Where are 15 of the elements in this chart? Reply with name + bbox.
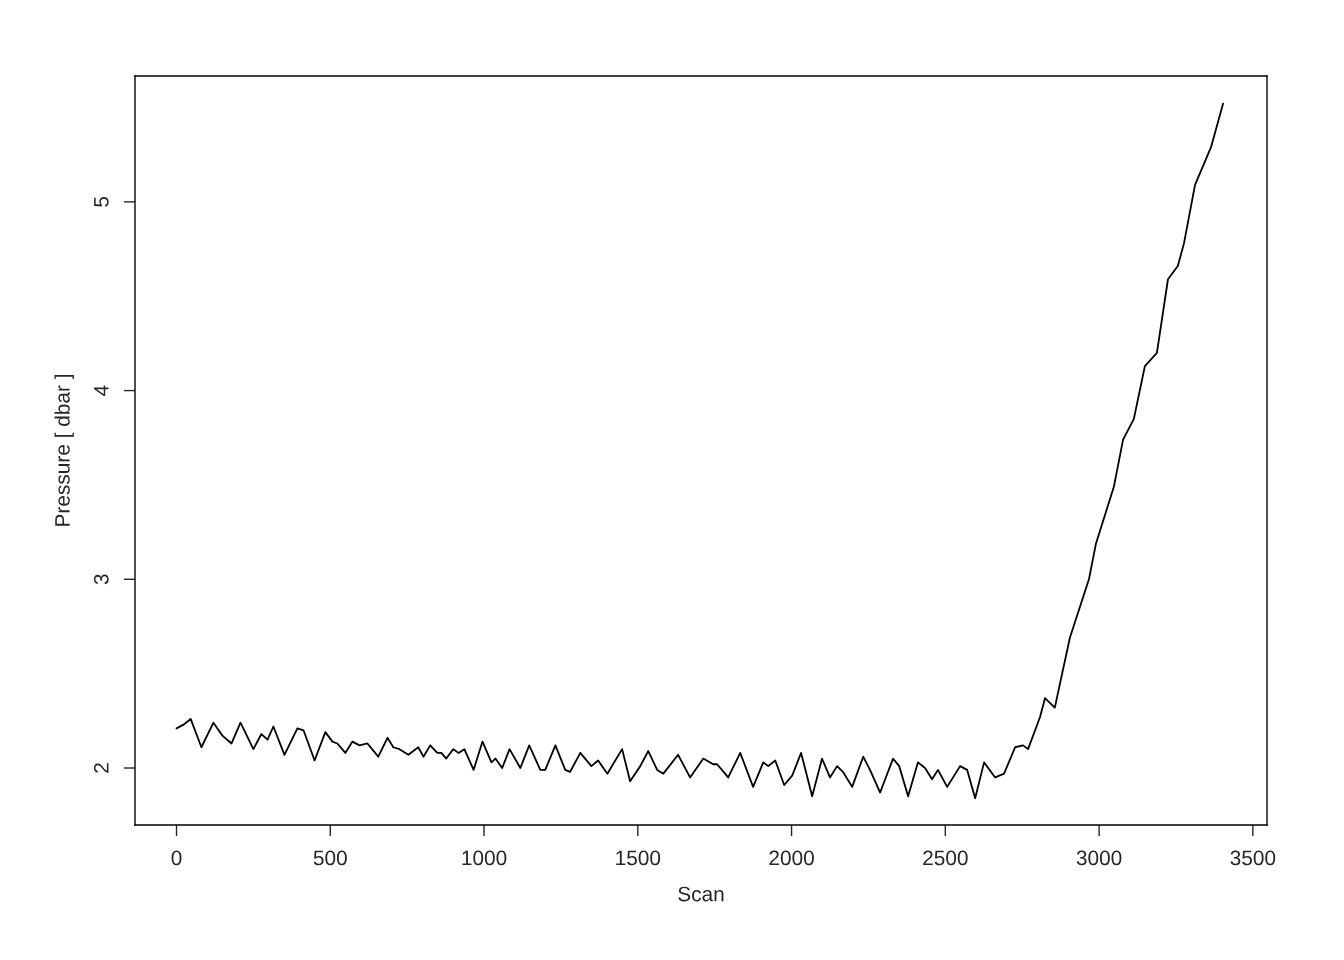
- y-tick-label: 3: [93, 574, 109, 585]
- x-tick-label: 2000: [769, 850, 814, 866]
- x-tick-label: 1000: [462, 850, 507, 866]
- y-tick-label: 5: [94, 196, 109, 207]
- x-tick-label: 500: [313, 850, 347, 866]
- y-tick-label: 2: [93, 763, 109, 773]
- x-axis-title: Scan: [678, 886, 724, 902]
- x-tick-label: 1500: [616, 850, 661, 866]
- line-series: [175, 102, 1224, 800]
- x-tick-label: 0: [171, 850, 182, 866]
- x-tick-label: 3000: [1076, 850, 1122, 866]
- y-tick-label: 4: [94, 385, 109, 396]
- x-tick-label: 2500: [923, 850, 968, 866]
- y-axis-title: Pressure [ dbar ]: [54, 374, 74, 526]
- x-tick-label: 3500: [1230, 850, 1276, 866]
